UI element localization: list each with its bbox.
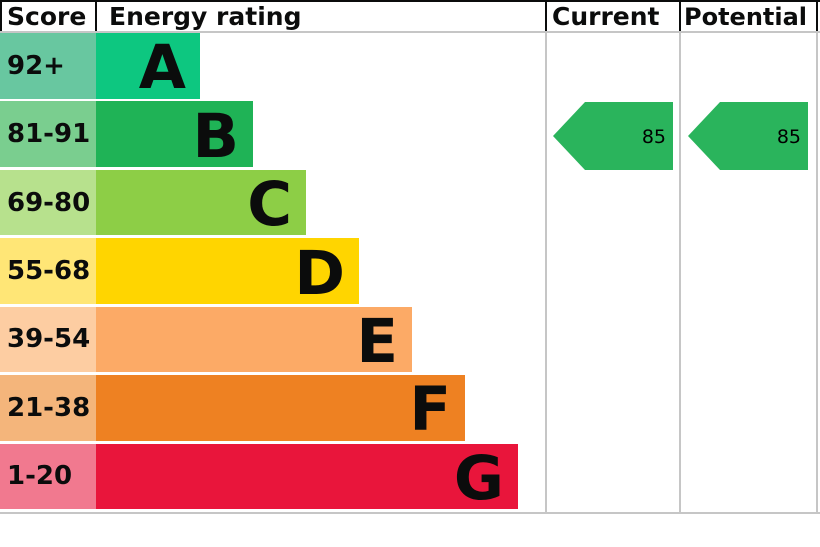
header-energy-rating: Energy rating [109, 2, 302, 31]
score-column-divider [95, 0, 97, 31]
band-bar: D [96, 238, 359, 304]
band-bar: G [96, 442, 518, 514]
table-right-border-header [816, 0, 818, 31]
band-score-range: 1-20 [0, 443, 96, 510]
band-bar: E [96, 305, 412, 377]
header-potential: Potential [684, 2, 808, 31]
band-score-range: 55-68 [0, 238, 96, 304]
current-column-divider-header [545, 0, 547, 31]
potential-column-divider-header [679, 0, 681, 31]
header-left-border [0, 0, 2, 31]
current-arrow-shape: 85 [553, 101, 673, 170]
band-row: 81-91 B [0, 101, 546, 169]
band-letter: D [294, 237, 345, 309]
band-row: 1-20 G [0, 442, 546, 514]
band-score-range: 69-80 [0, 169, 96, 236]
header-current: Current [552, 2, 660, 31]
band-bar: F [96, 375, 465, 441]
band-letter: C [247, 169, 292, 241]
band-bar: C [96, 169, 306, 241]
potential-column-divider [679, 33, 681, 512]
band-row: 39-54 E [0, 305, 546, 377]
band-row: 55-68 D [0, 238, 546, 306]
band-letter: F [409, 374, 451, 446]
band-letter: A [138, 32, 186, 104]
band-letter: G [453, 442, 504, 514]
table-bottom-border [0, 512, 820, 514]
current-column-divider [545, 33, 547, 512]
header-score: Score [7, 2, 87, 31]
band-bar: B [96, 101, 253, 167]
band-score-range: 39-54 [0, 306, 96, 373]
table-top-border [0, 0, 820, 2]
table-right-border [816, 33, 818, 512]
current-rating-value: 85 [642, 126, 666, 148]
band-score-range: 81-91 [0, 101, 96, 167]
band-score-range: 21-38 [0, 375, 96, 441]
band-score-range: 92+ [0, 33, 96, 99]
potential-rating-value: 85 [777, 126, 801, 148]
band-rows: 92+ A 81-91 B 69-80 C 55-68 D 39-54 E 21… [0, 33, 546, 512]
band-row: 69-80 C [0, 169, 546, 241]
band-letter: E [356, 305, 398, 377]
band-letter: B [192, 100, 240, 172]
band-row: 21-38 F [0, 375, 546, 443]
current-rating-arrow: 85 [553, 101, 673, 170]
band-bar: A [96, 33, 200, 99]
potential-arrow-shape: 85 [688, 101, 808, 170]
band-row: 92+ A [0, 33, 546, 101]
potential-rating-arrow: 85 [688, 101, 808, 170]
header-bottom-border [0, 31, 820, 33]
